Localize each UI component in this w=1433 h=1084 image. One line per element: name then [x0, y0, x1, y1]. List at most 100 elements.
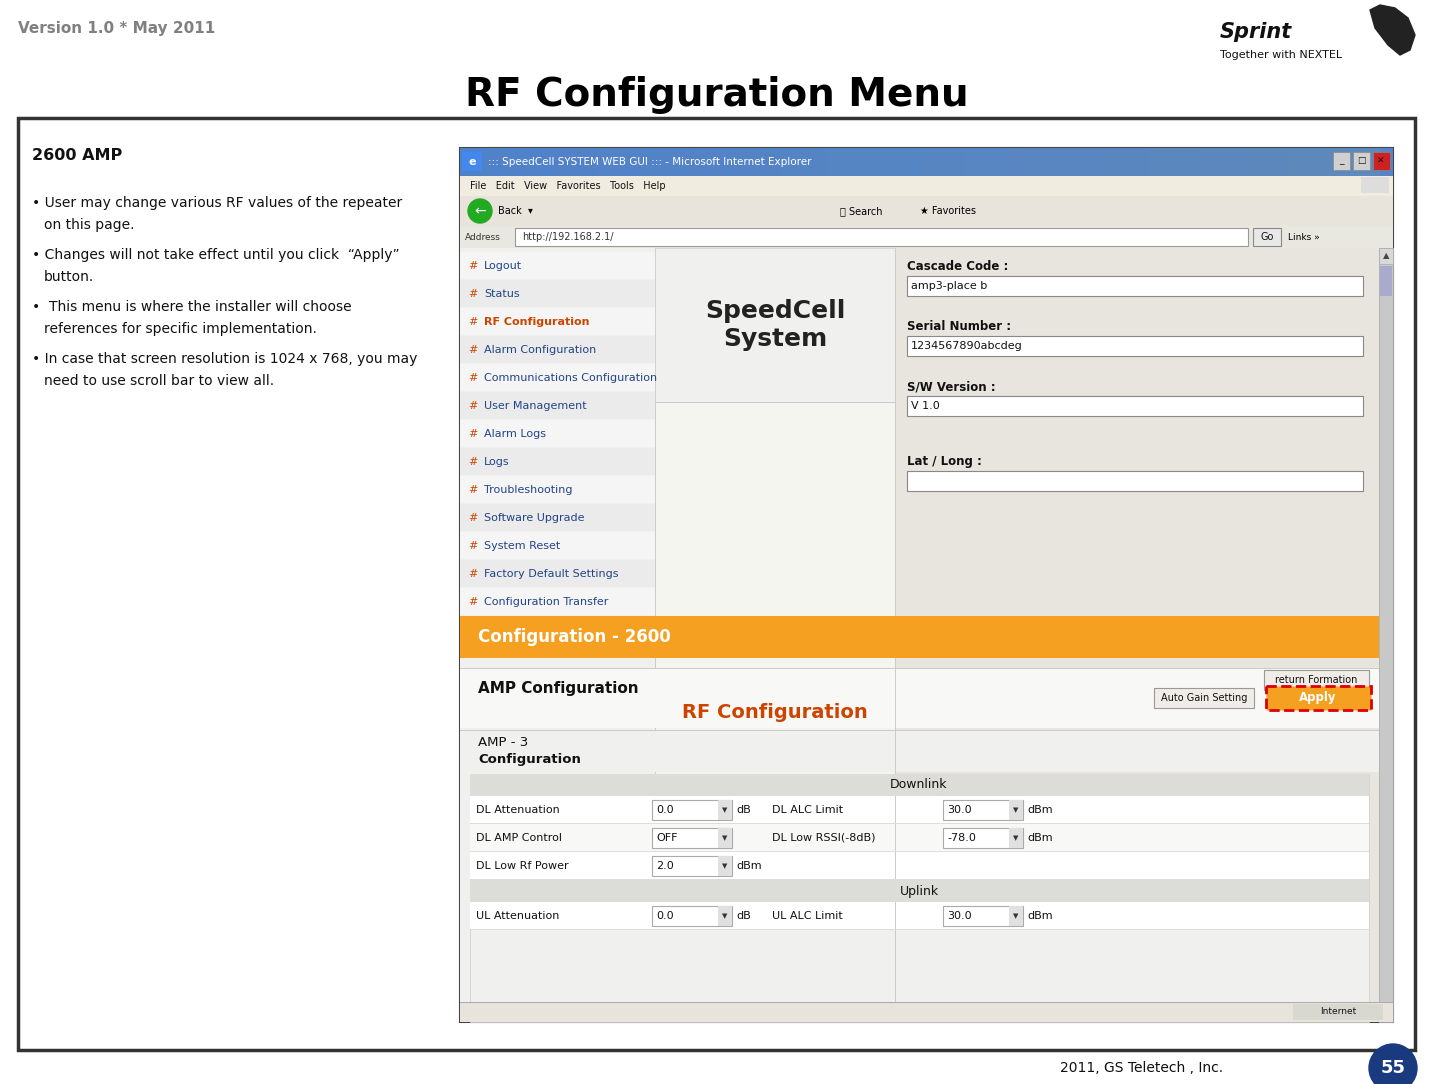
Bar — [460, 730, 1379, 772]
Bar — [966, 149, 1012, 176]
Text: ▼: ▼ — [1013, 913, 1019, 919]
Text: 1234567890abcdeg: 1234567890abcdeg — [911, 341, 1023, 351]
Bar — [1380, 266, 1391, 296]
Bar — [652, 906, 732, 926]
Text: Address: Address — [464, 232, 502, 242]
Text: Cascade Code :: Cascade Code : — [907, 260, 1009, 273]
Bar — [506, 149, 552, 176]
Bar — [907, 396, 1363, 416]
Bar — [460, 420, 655, 447]
Text: dBm: dBm — [1027, 805, 1053, 815]
Text: DL ALC Limit: DL ALC Limit — [772, 805, 843, 815]
Text: RF Configuration Menu: RF Configuration Menu — [464, 76, 969, 114]
Bar — [460, 504, 655, 531]
Bar — [1197, 149, 1242, 176]
Circle shape — [1369, 1044, 1417, 1084]
Bar — [460, 616, 1379, 658]
Text: Logs: Logs — [484, 457, 510, 467]
Bar — [1242, 149, 1288, 176]
Bar — [460, 560, 655, 588]
Bar — [1103, 149, 1151, 176]
Bar — [1012, 149, 1058, 176]
Text: Links »: Links » — [1288, 232, 1320, 242]
Text: Communications Configuration: Communications Configuration — [484, 373, 658, 383]
Bar — [718, 828, 732, 848]
Bar — [470, 852, 1369, 880]
Text: Logout: Logout — [484, 261, 522, 271]
Text: 55: 55 — [1380, 1059, 1406, 1077]
Bar — [1373, 152, 1390, 170]
Bar — [1252, 228, 1281, 246]
Text: 0.0: 0.0 — [656, 911, 674, 921]
Bar — [1009, 828, 1023, 848]
Bar — [460, 149, 1393, 176]
Bar — [718, 800, 732, 820]
Bar — [460, 476, 655, 503]
Text: Auto Gain Setting: Auto Gain Setting — [1161, 693, 1247, 704]
Text: return Formation: return Formation — [1275, 675, 1357, 685]
Bar — [1151, 149, 1197, 176]
Text: Alarm Configuration: Alarm Configuration — [484, 345, 596, 354]
Bar — [460, 668, 1379, 728]
Bar — [652, 856, 732, 876]
Text: references for specific implementation.: references for specific implementation. — [44, 322, 317, 336]
Bar — [460, 225, 1393, 248]
Text: SpeedCell
System: SpeedCell System — [705, 299, 845, 351]
Bar — [655, 248, 896, 402]
Text: Configuration Transfer: Configuration Transfer — [484, 597, 609, 607]
Text: Configuration: Configuration — [479, 753, 580, 766]
Text: #: # — [469, 401, 477, 411]
Bar — [1265, 686, 1371, 710]
Text: ▼: ▼ — [1013, 835, 1019, 841]
Bar — [460, 196, 1393, 225]
Bar — [460, 532, 655, 559]
Text: need to use scroll bar to view all.: need to use scroll bar to view all. — [44, 374, 274, 388]
Text: Version 1.0 * May 2011: Version 1.0 * May 2011 — [19, 21, 215, 36]
Text: DL Attenuation: DL Attenuation — [476, 805, 560, 815]
Text: •  This menu is where the installer will choose: • This menu is where the installer will … — [32, 300, 351, 314]
Text: Lat / Long :: Lat / Long : — [907, 455, 982, 468]
Bar — [1009, 800, 1023, 820]
Text: ★ Favorites: ★ Favorites — [920, 206, 976, 216]
Text: #: # — [469, 261, 477, 271]
Text: #: # — [469, 345, 477, 354]
Text: ▼: ▼ — [722, 863, 728, 869]
Bar — [460, 149, 506, 176]
Bar — [1264, 670, 1369, 691]
Bar — [598, 149, 643, 176]
Text: #: # — [469, 373, 477, 383]
Text: RF Configuration: RF Configuration — [682, 702, 868, 722]
Bar — [782, 149, 828, 176]
Bar — [1379, 248, 1393, 1022]
Text: • Changes will not take effect until you click  “Apply”: • Changes will not take effect until you… — [32, 248, 400, 262]
Text: Back  ▾: Back ▾ — [499, 206, 533, 216]
Text: amp3-place b: amp3-place b — [911, 281, 987, 291]
Bar — [470, 774, 1369, 1022]
Bar — [19, 118, 1414, 1050]
Text: Software Upgrade: Software Upgrade — [484, 513, 585, 522]
Bar — [652, 800, 732, 820]
Bar — [874, 149, 920, 176]
Bar — [828, 149, 874, 176]
Bar — [737, 149, 782, 176]
Text: dB: dB — [737, 805, 751, 815]
Text: AMP - 3: AMP - 3 — [479, 736, 529, 748]
Text: System Reset: System Reset — [484, 541, 560, 551]
Text: RF Configuration: RF Configuration — [484, 317, 589, 327]
Polygon shape — [1370, 5, 1414, 55]
Bar — [652, 828, 732, 848]
Bar — [643, 149, 691, 176]
Text: #: # — [469, 597, 477, 607]
Bar — [460, 336, 655, 363]
Bar — [1293, 1004, 1383, 1020]
Text: dBm: dBm — [1027, 833, 1053, 843]
Text: ::: SpeedCell SYSTEM WEB GUI ::: - Microsoft Internet Explorer: ::: SpeedCell SYSTEM WEB GUI ::: - Micro… — [489, 157, 811, 167]
Text: Together with NEXTEL: Together with NEXTEL — [1219, 50, 1343, 60]
Text: Configuration - 2600: Configuration - 2600 — [479, 628, 671, 646]
Text: Go: Go — [1260, 232, 1274, 242]
Text: 30.0: 30.0 — [947, 911, 972, 921]
Text: #: # — [469, 513, 477, 522]
Bar — [907, 276, 1363, 296]
Text: #: # — [469, 569, 477, 579]
Bar — [460, 248, 1379, 1022]
